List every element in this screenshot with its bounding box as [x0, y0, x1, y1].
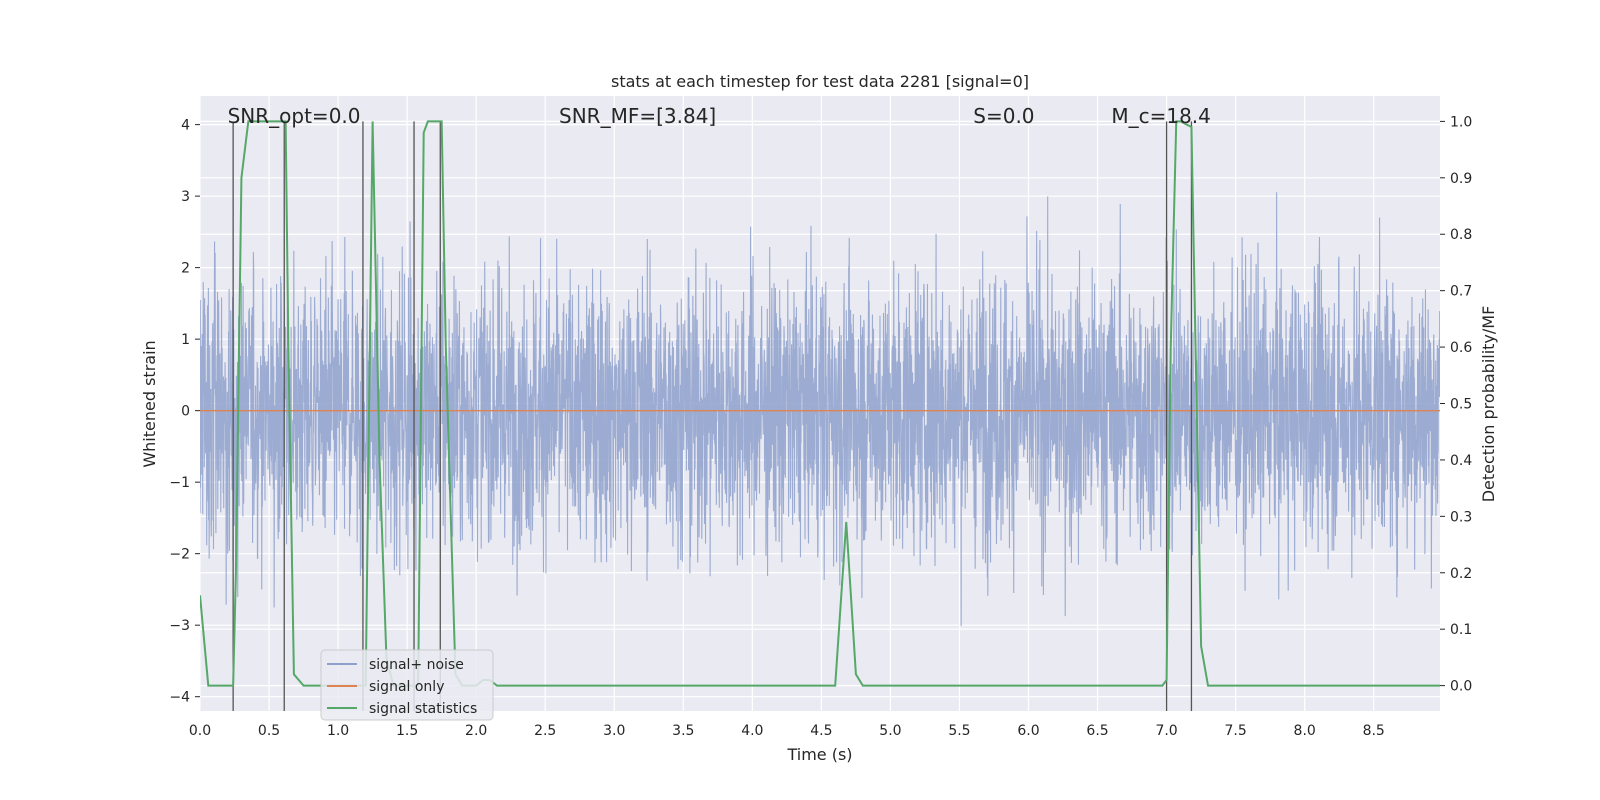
y-tick-label: −3	[169, 618, 190, 634]
y-axis-label: Whitened strain	[140, 340, 159, 467]
y-tick-label: 3	[181, 189, 190, 205]
y2-axis-label: Detection probability/MF	[1479, 306, 1498, 503]
legend-label: signal+ noise	[369, 657, 464, 673]
y2-tick-labels: 1.0 0.9 0.8 0.7 0.6 0.5 0.4 0.3 0.2 0.1 0.0	[1440, 114, 1472, 695]
chart-title: stats at each timestep for test data 228…	[611, 72, 1029, 91]
x-tick-label: 3.0	[603, 723, 625, 739]
y2-tick-label: 0.4	[1450, 453, 1472, 469]
x-tick-label: 0.0	[189, 723, 211, 739]
statistics-line	[200, 120, 1440, 687]
legend-label: signal only	[369, 679, 444, 695]
annotation-4: M_c=18.4	[1111, 104, 1211, 128]
y-tick-label: 0	[181, 404, 190, 420]
annotation-2: SNR_MF=[3.84]	[559, 104, 716, 128]
x-tick-label: 8.5	[1363, 723, 1385, 739]
y-tick-label: −4	[169, 690, 190, 706]
x-tick-label: 4.5	[810, 723, 832, 739]
x-tick-label: 4.0	[741, 723, 763, 739]
vertical-lines	[232, 121, 1193, 711]
annotations: SNR_opt=0.0 SNR_MF=[3.84] S=0.0 M_c=18.4	[228, 104, 1211, 128]
y2-tick-label: 0.7	[1450, 284, 1472, 300]
y2-tick-label: 0.2	[1450, 566, 1472, 582]
y-tick-label: 1	[181, 332, 190, 348]
y2-tick-label: 0.9	[1450, 171, 1472, 187]
y2-tick-label: 0.3	[1450, 509, 1472, 525]
x-tick-label: 6.0	[1017, 723, 1039, 739]
legend-label: signal statistics	[369, 701, 477, 717]
y2-tick-label: 0.6	[1450, 340, 1472, 356]
y2-tick-label: 0.8	[1450, 227, 1472, 243]
x-tick-labels: 0.0 0.5 1.0 1.5 2.0 2.5 3.0 3.5 4.0 4.5 5.0 5.5 6.0 6…	[189, 723, 1385, 739]
x-tick-label: 1.0	[327, 723, 349, 739]
series-signal-noise	[200, 192, 1440, 626]
x-tick-label: 0.5	[258, 723, 280, 739]
legend: signal+ noise signal only signal statistic…	[320, 649, 494, 721]
x-tick-label: 7.5	[1225, 723, 1247, 739]
legend-box	[320, 649, 494, 721]
series-signal-statistics	[200, 120, 1440, 687]
x-tick-label: 3.5	[672, 723, 694, 739]
x-tick-label: 6.5	[1086, 723, 1108, 739]
x-tick-label: 8.0	[1294, 723, 1316, 739]
y-tick-label: −2	[169, 547, 190, 563]
x-tick-label: 2.0	[465, 723, 487, 739]
x-axis-label: Time (s)	[786, 745, 852, 764]
x-tick-label: 5.5	[948, 723, 970, 739]
y2-tick-label: 0.0	[1450, 679, 1472, 695]
annotation-3: S=0.0	[973, 104, 1034, 128]
y2-tick-label: 1.0	[1450, 114, 1472, 130]
noise-line	[200, 192, 1440, 626]
y2-tick-label: 0.1	[1450, 622, 1472, 638]
y2-tick-label: 0.5	[1450, 397, 1472, 413]
y-tick-labels: 4 3 2 1 0 −1 −2 −3 −4	[169, 118, 200, 706]
x-tick-label: 7.0	[1155, 723, 1177, 739]
annotation-1: SNR_opt=0.0	[228, 104, 361, 128]
x-tick-label: 2.5	[534, 723, 556, 739]
y-tick-label: −1	[169, 475, 190, 491]
y-tick-label: 4	[181, 118, 190, 134]
y-tick-label: 2	[181, 261, 190, 277]
x-tick-label: 1.5	[396, 723, 418, 739]
x-tick-label: 5.0	[879, 723, 901, 739]
